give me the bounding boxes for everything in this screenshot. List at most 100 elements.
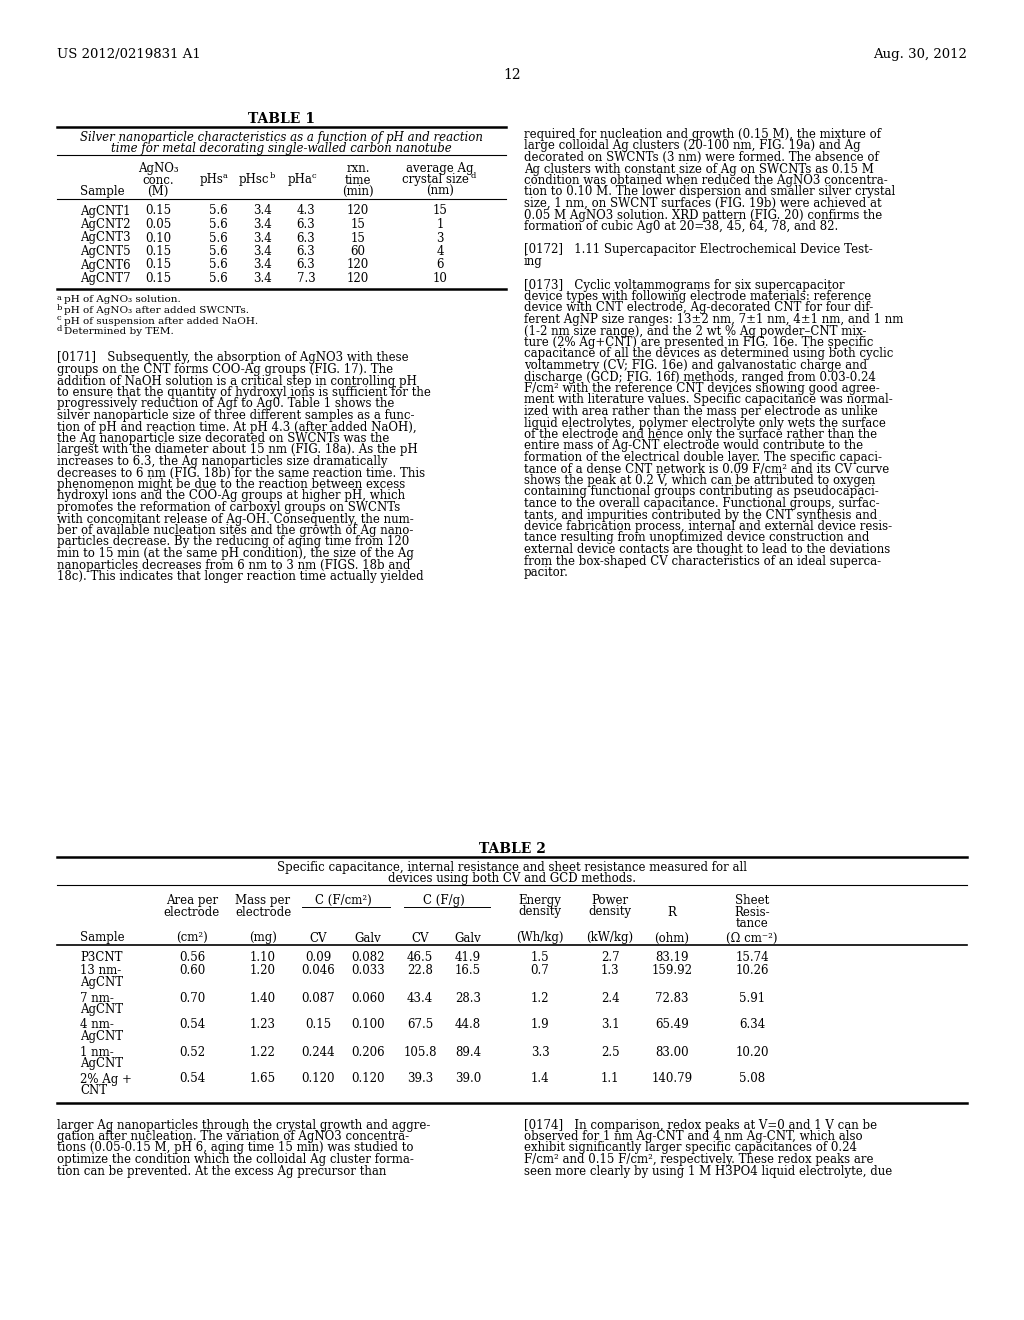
Text: 0.082: 0.082 <box>351 950 385 964</box>
Text: AgCNT1: AgCNT1 <box>80 205 130 218</box>
Text: 3.4: 3.4 <box>253 246 271 257</box>
Text: 1.23: 1.23 <box>250 1019 276 1031</box>
Text: ment with literature values. Specific capacitance was normal-: ment with literature values. Specific ca… <box>524 393 893 407</box>
Text: discharge (GCD; FIG. 16f) methods, ranged from 0.03-0.24: discharge (GCD; FIG. 16f) methods, range… <box>524 371 876 384</box>
Text: time: time <box>345 173 372 186</box>
Text: capacitance of all the devices as determined using both cyclic: capacitance of all the devices as determ… <box>524 347 893 360</box>
Text: 0.120: 0.120 <box>351 1072 385 1085</box>
Text: optimize the condition which the colloidal Ag cluster forma-: optimize the condition which the colloid… <box>57 1152 414 1166</box>
Text: AgCNT2: AgCNT2 <box>80 218 130 231</box>
Text: tion of pH and reaction time. At pH 4.3 (after added NaOH),: tion of pH and reaction time. At pH 4.3 … <box>57 421 417 433</box>
Text: electrode: electrode <box>234 906 291 919</box>
Text: 4: 4 <box>436 246 443 257</box>
Text: TABLE 2: TABLE 2 <box>478 842 546 855</box>
Text: tion can be prevented. At the excess Ag precursor than: tion can be prevented. At the excess Ag … <box>57 1164 386 1177</box>
Text: 28.3: 28.3 <box>455 991 481 1005</box>
Text: 1.5: 1.5 <box>530 950 549 964</box>
Text: 0.52: 0.52 <box>179 1045 205 1059</box>
Text: pH of suspension after added NaOH.: pH of suspension after added NaOH. <box>63 317 258 326</box>
Text: nanoparticles decreases from 6 nm to 3 nm (FIGS. 18b and: nanoparticles decreases from 6 nm to 3 n… <box>57 558 411 572</box>
Text: 1.3: 1.3 <box>601 965 620 978</box>
Text: 0.087: 0.087 <box>301 991 335 1005</box>
Text: 15: 15 <box>432 205 447 218</box>
Text: P3CNT: P3CNT <box>80 950 123 964</box>
Text: condition was obtained when reduced the AgNO3 concentra-: condition was obtained when reduced the … <box>524 174 888 187</box>
Text: 1.65: 1.65 <box>250 1072 276 1085</box>
Text: [0171]   Subsequently, the absorption of AgNO3 with these: [0171] Subsequently, the absorption of A… <box>57 351 409 364</box>
Text: 2.7: 2.7 <box>601 950 620 964</box>
Text: AgCNT: AgCNT <box>80 975 123 989</box>
Text: AgCNT6: AgCNT6 <box>80 259 131 272</box>
Text: b: b <box>269 172 274 180</box>
Text: 3.1: 3.1 <box>601 1019 620 1031</box>
Text: pH of AgNO₃ after added SWCNTs.: pH of AgNO₃ after added SWCNTs. <box>63 306 249 315</box>
Text: 140.79: 140.79 <box>651 1072 692 1085</box>
Text: (M): (M) <box>147 185 169 198</box>
Text: of the electrode and hence only the surface rather than the: of the electrode and hence only the surf… <box>524 428 878 441</box>
Text: required for nucleation and growth (0.15 M), the mixture of: required for nucleation and growth (0.15… <box>524 128 881 141</box>
Text: 5.6: 5.6 <box>209 231 227 244</box>
Text: 0.15: 0.15 <box>145 272 171 285</box>
Text: (1-2 nm size range), and the 2 wt % Ag powder–CNT mix-: (1-2 nm size range), and the 2 wt % Ag p… <box>524 325 866 338</box>
Text: AgCNT5: AgCNT5 <box>80 246 131 257</box>
Text: crystal size: crystal size <box>401 173 468 186</box>
Text: 1.2: 1.2 <box>530 991 549 1005</box>
Text: tion to 0.10 M. The lower dispersion and smaller silver crystal: tion to 0.10 M. The lower dispersion and… <box>524 186 895 198</box>
Text: F/cm² and 0.15 F/cm², respectively. These redox peaks are: F/cm² and 0.15 F/cm², respectively. Thes… <box>524 1152 873 1166</box>
Text: [0173]   Cyclic voltammograms for six supercapacitor: [0173] Cyclic voltammograms for six supe… <box>524 279 845 292</box>
Text: Area per: Area per <box>166 894 218 907</box>
Text: 0.15: 0.15 <box>305 1019 331 1031</box>
Text: 0.15: 0.15 <box>145 259 171 272</box>
Text: gation after nucleation. The variation of AgNO3 concentra-: gation after nucleation. The variation o… <box>57 1130 410 1143</box>
Text: 72.83: 72.83 <box>655 991 689 1005</box>
Text: 46.5: 46.5 <box>407 950 433 964</box>
Text: Power: Power <box>592 894 629 907</box>
Text: pHs: pHs <box>200 173 224 186</box>
Text: 1: 1 <box>436 218 443 231</box>
Text: groups on the CNT forms COO-Ag groups (FIG. 17). The: groups on the CNT forms COO-Ag groups (F… <box>57 363 393 376</box>
Text: 4.3: 4.3 <box>297 205 315 218</box>
Text: with concomitant release of Ag-OH. Consequently, the num-: with concomitant release of Ag-OH. Conse… <box>57 512 414 525</box>
Text: electrode: electrode <box>164 906 220 919</box>
Text: observed for 1 nm Ag-CNT and 4 nm Ag-CNT, which also: observed for 1 nm Ag-CNT and 4 nm Ag-CNT… <box>524 1130 862 1143</box>
Text: exhibit significantly larger specific capacitances of 0.24: exhibit significantly larger specific ca… <box>524 1142 857 1155</box>
Text: (cm²): (cm²) <box>176 932 208 945</box>
Text: (nm): (nm) <box>426 185 454 198</box>
Text: 3.4: 3.4 <box>253 205 271 218</box>
Text: device with CNT electrode, Ag-decorated CNT for four dif-: device with CNT electrode, Ag-decorated … <box>524 301 873 314</box>
Text: 5.6: 5.6 <box>209 272 227 285</box>
Text: d: d <box>470 172 476 180</box>
Text: C (F/g): C (F/g) <box>423 894 465 907</box>
Text: liquid electrolytes, polymer electrolyte only wets the surface: liquid electrolytes, polymer electrolyte… <box>524 417 886 429</box>
Text: d: d <box>57 325 62 333</box>
Text: 39.3: 39.3 <box>407 1072 433 1085</box>
Text: 43.4: 43.4 <box>407 991 433 1005</box>
Text: density: density <box>589 906 632 919</box>
Text: 83.19: 83.19 <box>655 950 689 964</box>
Text: 5.6: 5.6 <box>209 205 227 218</box>
Text: [0174]   In comparison, redox peaks at V=0 and 1 V can be: [0174] In comparison, redox peaks at V=0… <box>524 1118 878 1131</box>
Text: 5.08: 5.08 <box>739 1072 765 1085</box>
Text: 0.7: 0.7 <box>530 965 549 978</box>
Text: 0.70: 0.70 <box>179 991 205 1005</box>
Text: containing functional groups contributing as pseudocapaci-: containing functional groups contributin… <box>524 486 879 499</box>
Text: TABLE 1: TABLE 1 <box>248 112 315 125</box>
Text: 120: 120 <box>347 205 369 218</box>
Text: Mass per: Mass per <box>236 894 291 907</box>
Text: to ensure that the quantity of hydroxyl ions is sufficient for the: to ensure that the quantity of hydroxyl … <box>57 385 431 399</box>
Text: 10: 10 <box>432 272 447 285</box>
Text: seen more clearly by using 1 M H3PO4 liquid electrolyte, due: seen more clearly by using 1 M H3PO4 liq… <box>524 1164 892 1177</box>
Text: (kW/kg): (kW/kg) <box>587 932 634 945</box>
Text: pacitor.: pacitor. <box>524 566 569 579</box>
Text: larger Ag nanoparticles through the crystal growth and aggre-: larger Ag nanoparticles through the crys… <box>57 1118 430 1131</box>
Text: 3.4: 3.4 <box>253 272 271 285</box>
Text: 0.206: 0.206 <box>351 1045 385 1059</box>
Text: AgCNT: AgCNT <box>80 1003 123 1016</box>
Text: (min): (min) <box>342 185 374 198</box>
Text: shows the peak at 0.2 V, which can be attributed to oxygen: shows the peak at 0.2 V, which can be at… <box>524 474 876 487</box>
Text: a: a <box>222 172 227 180</box>
Text: the Ag nanoparticle size decorated on SWCNTs was the: the Ag nanoparticle size decorated on SW… <box>57 432 389 445</box>
Text: 0.05 M AgNO3 solution. XRD pattern (FIG. 20) confirms the: 0.05 M AgNO3 solution. XRD pattern (FIG.… <box>524 209 883 222</box>
Text: 120: 120 <box>347 259 369 272</box>
Text: tance of a dense CNT network is 0.09 F/cm² and its CV curve: tance of a dense CNT network is 0.09 F/c… <box>524 462 889 475</box>
